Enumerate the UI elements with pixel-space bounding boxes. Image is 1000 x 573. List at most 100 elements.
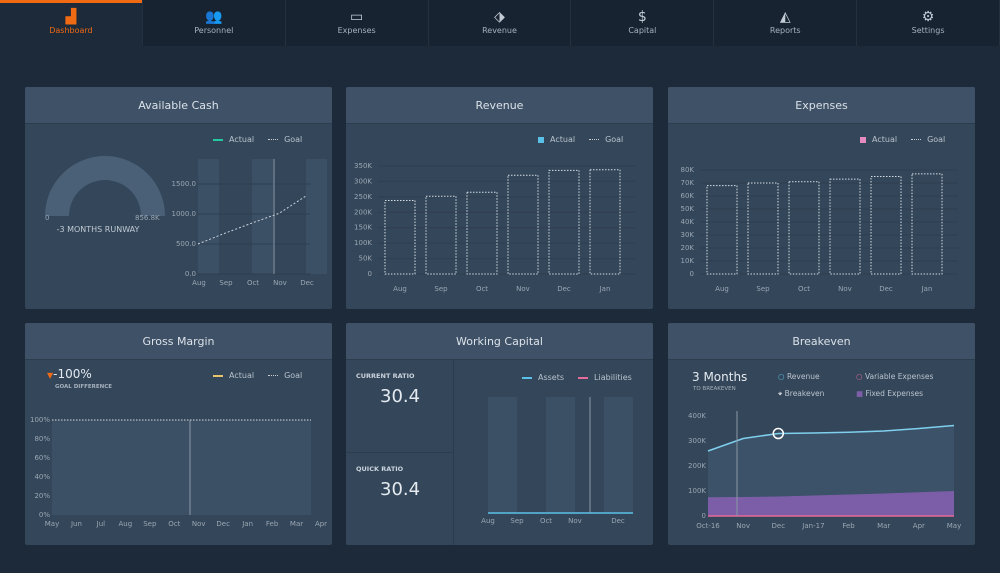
tab-label: Expenses bbox=[337, 26, 376, 35]
current-ratio: CURRENT RATIO 30.4 bbox=[346, 360, 453, 453]
card-title: Expenses bbox=[668, 87, 975, 124]
card-title: Available Cash bbox=[25, 87, 332, 124]
top-nav: ▟ Dashboard 👥 Personnel ▭ Expenses ⬗ Revenue $ Ca… bbox=[0, 0, 1000, 46]
expenses-card: Expenses Actual Goal 0 10K 20K 30K 40K 50K 60K… bbox=[668, 87, 975, 309]
y-tick-label: 40% bbox=[34, 473, 50, 481]
goal-bar bbox=[911, 173, 943, 275]
tab-capital[interactable]: $ Capital bbox=[571, 0, 715, 46]
x-tick-label: Mar bbox=[290, 520, 303, 528]
legend-goal: Goal bbox=[268, 135, 302, 144]
legend-goal: Goal bbox=[911, 135, 945, 144]
column-band bbox=[198, 159, 219, 274]
runway-label: -3 MONTHS RUNWAY bbox=[57, 225, 140, 234]
legend-actual: Actual bbox=[538, 135, 575, 144]
down-arrow-icon: ▼ bbox=[47, 371, 54, 380]
current-ratio-value: 30.4 bbox=[380, 386, 421, 407]
x-tick-label: Sep bbox=[510, 517, 524, 525]
tab-personnel[interactable]: 👥 Personnel bbox=[143, 0, 286, 46]
tab-reports[interactable]: ◭ Reports bbox=[714, 0, 858, 46]
x-tick-label: Nov bbox=[192, 520, 206, 528]
y-tick-label: 100K bbox=[688, 487, 706, 495]
y-tick-label: 150K bbox=[354, 224, 372, 232]
column-band bbox=[488, 397, 517, 513]
tab-expenses[interactable]: ▭ Expenses bbox=[286, 0, 429, 46]
revenue-line bbox=[707, 424, 955, 452]
tab-dashboard[interactable]: ▟ Dashboard bbox=[0, 0, 143, 46]
goal-bar bbox=[425, 195, 457, 275]
y-tick-label: 60K bbox=[681, 192, 695, 200]
legend-goal: Goal bbox=[589, 135, 623, 144]
legend: Assets Liabilities bbox=[522, 373, 632, 382]
goal-bar bbox=[747, 182, 779, 275]
y-tick-label: 300K bbox=[688, 437, 706, 445]
x-tick-label: Nov bbox=[838, 285, 852, 293]
x-tick-label: Oct-16 bbox=[696, 522, 720, 530]
card-title: Breakeven bbox=[668, 323, 975, 360]
x-tick-label: Oct bbox=[476, 285, 488, 293]
months-to-breakeven-label: TO BREAKEVEN bbox=[693, 386, 736, 392]
x-tick-label: Sep bbox=[756, 285, 770, 293]
tab-label: Reports bbox=[769, 26, 801, 35]
x-tick-label: Aug bbox=[481, 517, 495, 525]
goal-line bbox=[197, 195, 307, 245]
people-icon: 👥 bbox=[205, 9, 223, 25]
breakeven-marker bbox=[772, 427, 785, 440]
y-tick-label: 100% bbox=[30, 416, 50, 424]
area-chart-icon: ◭ bbox=[779, 9, 791, 25]
x-tick-label: May bbox=[947, 522, 961, 530]
legend-label: Liabilities bbox=[594, 373, 632, 382]
legend-label: Breakeven bbox=[784, 389, 825, 398]
gauge-max: 856.8K bbox=[135, 214, 160, 222]
x-tick-label: Dec bbox=[772, 522, 786, 530]
gauge-min: 0 bbox=[45, 214, 49, 222]
y-tick-label: 80% bbox=[34, 435, 50, 443]
x-tick-label: Jan bbox=[921, 285, 933, 293]
legend: ○ Revenue ○ Variable Expenses ⌖ Breakeve… bbox=[778, 372, 956, 399]
legend-label: Actual bbox=[229, 135, 255, 144]
x-tick-label: Feb bbox=[266, 520, 279, 528]
goal-bar bbox=[829, 178, 861, 275]
tab-settings[interactable]: ⚙ Settings bbox=[857, 0, 1000, 46]
x-tick-label: Dec bbox=[216, 520, 230, 528]
dashboard-chart-icon: ▟ bbox=[65, 9, 77, 25]
x-tick-label: Sep bbox=[219, 279, 233, 287]
fixed-expenses-area bbox=[708, 491, 954, 516]
goal-bar bbox=[589, 169, 621, 275]
legend-breakeven: ⌖ Breakeven bbox=[778, 389, 856, 399]
y-tick-label: 350K bbox=[354, 162, 372, 170]
y-tick-label: 250K bbox=[354, 193, 372, 201]
breakeven-card: Breakeven 3 Months TO BREAKEVEN ○ Revenu… bbox=[668, 323, 975, 545]
y-tick-label: 200K bbox=[688, 462, 706, 470]
quick-ratio: QUICK RATIO 30.4 bbox=[346, 453, 453, 512]
y-tick-label: 1000.0 bbox=[172, 210, 197, 218]
y-tick-label: 50K bbox=[681, 205, 695, 213]
x-tick-label: Nov bbox=[736, 522, 750, 530]
x-tick-label: Dec bbox=[300, 279, 314, 287]
y-tick-label: 500.0 bbox=[176, 240, 196, 248]
legend-label: Goal bbox=[927, 135, 946, 144]
legend-label: Actual bbox=[872, 135, 898, 144]
quick-ratio-label: QUICK RATIO bbox=[356, 465, 404, 473]
tab-label: Capital bbox=[628, 26, 657, 35]
y-tick-label: 50K bbox=[359, 255, 373, 263]
y-tick-label: 70K bbox=[681, 179, 695, 187]
y-tick-label: 300K bbox=[354, 177, 372, 185]
y-tick-label: 20K bbox=[681, 244, 695, 252]
months-to-breakeven: 3 Months bbox=[692, 370, 748, 384]
x-tick-label: Jan-17 bbox=[801, 522, 824, 530]
y-tick-label: 200K bbox=[354, 208, 372, 216]
x-tick-label: Aug bbox=[119, 520, 133, 528]
working-capital-chart: Aug Sep Oct Nov Dec bbox=[481, 397, 633, 525]
gross-margin-chart: 0% 20% 40% 60% 80% 100% May Jun Jul Aug Sep Oct Nov D… bbox=[30, 416, 327, 528]
x-tick-label: Nov bbox=[516, 285, 530, 293]
legend-label: Revenue bbox=[786, 372, 820, 381]
goal-difference-label: GOAL DIFFERENCE bbox=[55, 384, 112, 390]
legend-label: Variable Expenses bbox=[864, 372, 934, 381]
legend: Actual Goal bbox=[213, 135, 302, 144]
legend-label: Fixed Expenses bbox=[865, 389, 924, 398]
x-tick-label: Jan bbox=[241, 520, 253, 528]
circle-icon: ○ bbox=[778, 372, 785, 381]
y-tick-label: 0.0 bbox=[185, 270, 196, 278]
legend-actual: Actual bbox=[860, 135, 897, 144]
tab-revenue[interactable]: ⬗ Revenue bbox=[429, 0, 572, 46]
